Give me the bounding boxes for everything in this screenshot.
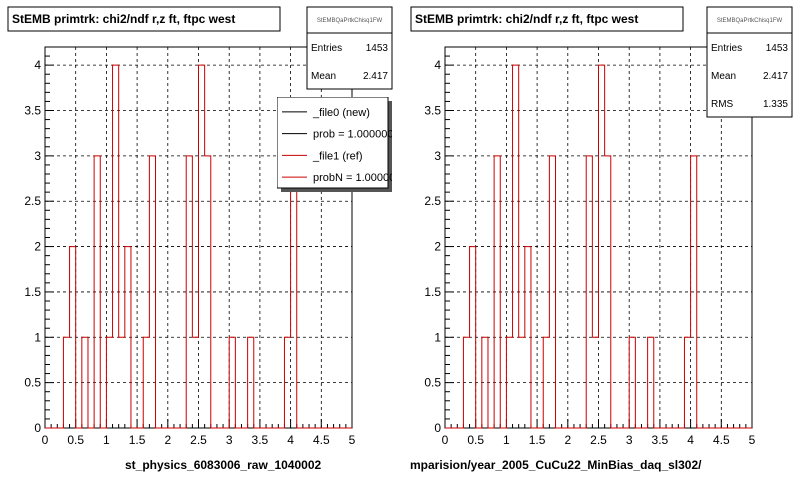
stats-frame <box>706 6 793 118</box>
y-tick-label: 3.5 <box>424 104 441 118</box>
x-tick-label: 5 <box>349 433 356 447</box>
chart-panel-2: 0 0.5 1 1.5 2 2.5 3 3.5 4 4.5 5 0 0.5 1 1.5 2 2.5 3 3.5 4 St… <box>410 6 793 472</box>
x-tick-label: 2.5 <box>190 433 207 447</box>
x-tick-label: 2 <box>564 433 571 447</box>
legend-label: prob = 1.000000 <box>313 129 393 141</box>
x-tick-label: 3.5 <box>652 433 669 447</box>
stats-label: Mean <box>711 71 736 82</box>
x-tick-label: 4 <box>687 433 694 447</box>
y-tick-label: 0 <box>34 421 41 435</box>
x-tick-label: 1.5 <box>529 433 546 447</box>
histogram <box>445 64 752 429</box>
x-tick-label: 0.5 <box>467 433 484 447</box>
x-tick-label: 2.5 <box>590 433 607 447</box>
x-tick-label: 4.5 <box>313 433 330 447</box>
y-tick-label: 0.5 <box>424 376 441 390</box>
x-tick-label: 3.5 <box>252 433 269 447</box>
x-tick-label: 3 <box>626 433 633 447</box>
legend-label: _file0 (new) <box>312 107 370 119</box>
title-box <box>410 6 684 32</box>
stats-value: 1.335 <box>763 99 788 110</box>
y-tick-label: 3 <box>34 149 41 163</box>
title-box <box>7 6 281 32</box>
x-tick-label: 4.5 <box>713 433 730 447</box>
y-tick-label: 2.5 <box>424 194 441 208</box>
stats-label: Entries <box>311 43 342 54</box>
stats-value: 1453 <box>366 43 389 54</box>
x-tick-label: 1 <box>103 433 110 447</box>
x-tick-label: 1.5 <box>129 433 146 447</box>
chart-title: StEMB primtrk: chi2/ndf r,z ft, ftpc wes… <box>415 12 638 26</box>
x-tick-label: 1 <box>503 433 510 447</box>
y-tick-label: 4 <box>34 58 41 72</box>
x-axis-label: st_physics_6083006_raw_1040002 <box>125 458 321 472</box>
x-tick-label: 5 <box>749 433 756 447</box>
chart-panel-1: 0 0.5 1 1.5 2 2.5 3 3.5 4 4.5 5 0 0.5 1 1.5 2 2.5 3 3.5 4 St… <box>7 6 401 472</box>
x-tick-label: 0 <box>42 433 49 447</box>
x-tick-label: 2 <box>164 433 171 447</box>
y-tick-label: 2.5 <box>24 194 41 208</box>
legend-label: probN = 1.000000 <box>313 172 401 184</box>
stats-label: RMS <box>711 99 734 110</box>
y-tick-label: 2 <box>34 240 41 254</box>
stats-value: 1453 <box>766 43 789 54</box>
x-tick-label: 0 <box>442 433 449 447</box>
histogram-line <box>45 64 352 429</box>
legend: _file0 (new) prob = 1.000000 _file1 (ref) p… <box>277 97 401 192</box>
y-tick-label: 0.5 <box>24 376 41 390</box>
stats-label: Mean <box>311 71 336 82</box>
x-tick-label: 4 <box>287 433 294 447</box>
y-tick-label: 1.5 <box>24 285 41 299</box>
y-tick-label: 0 <box>434 421 441 435</box>
y-tick-label: 2 <box>434 240 441 254</box>
y-tick-label: 3 <box>434 149 441 163</box>
stats-label: Entries <box>711 43 742 54</box>
legend-label: _file1 (ref) <box>312 150 363 162</box>
x-tick-label: 3 <box>226 433 233 447</box>
y-tick-label: 4 <box>434 58 441 72</box>
stats-box: StEMBQaPrtkChisq1FW Entries 1453 Mean 2.417 R… <box>706 6 793 118</box>
y-tick-label: 1.5 <box>424 285 441 299</box>
x-tick-label: 0.5 <box>67 433 84 447</box>
stats-value: 2.417 <box>763 71 788 82</box>
stats-box: StEMBQaPrtkChisq1FW Entries 1453 Mean 2.417 <box>306 6 393 90</box>
stats-frame <box>306 6 393 90</box>
stats-value: 2.417 <box>363 71 388 82</box>
y-tick-label: 1 <box>434 330 441 344</box>
y-tick-label: 3.5 <box>24 104 41 118</box>
x-axis-label: mparision/year_2005_CuCu22_MinBias_daq_s… <box>410 458 702 472</box>
chart-title: StEMB primtrk: chi2/ndf r,z ft, ftpc wes… <box>12 12 235 26</box>
stats-name: StEMBQaPrtkChisq1FW <box>317 18 383 24</box>
stats-name: StEMBQaPrtkChisq1FW <box>717 18 783 24</box>
histogram-line <box>445 64 752 429</box>
histogram <box>45 64 352 429</box>
y-tick-label: 1 <box>34 330 41 344</box>
